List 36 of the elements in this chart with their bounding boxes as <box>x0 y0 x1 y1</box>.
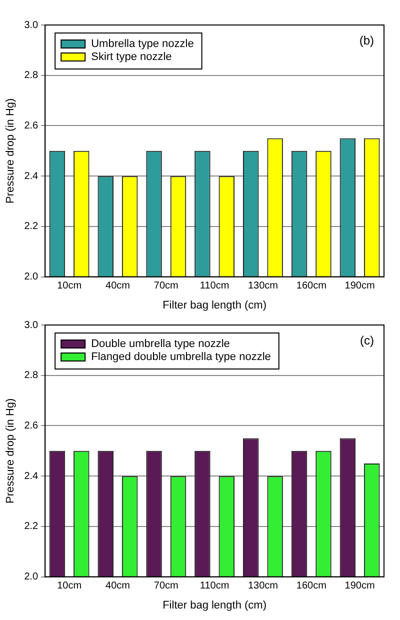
y-tick-label: 3.0 <box>24 320 39 331</box>
annotation: (c) <box>360 333 374 348</box>
y-axis-title: Pressure drop (in Hg) <box>4 398 17 504</box>
x-tick-label: 190cm <box>344 280 375 292</box>
x-axis-title: Filter bag length (cm) <box>162 599 267 612</box>
y-tick-label: 3.0 <box>24 20 39 31</box>
y-tick-label: 2.2 <box>24 221 39 232</box>
y-tick-label: 2.6 <box>24 420 39 432</box>
x-tick-label: 40cm <box>105 280 130 292</box>
legend-label: Flanged double umbrella type nozzle <box>91 351 271 364</box>
x-tick-label: 130cm <box>248 580 278 592</box>
annotation: (b) <box>359 33 374 48</box>
y-tick-label: 2.0 <box>24 572 39 583</box>
x-tick-label: 110cm <box>200 580 230 592</box>
x-tick-label: 160cm <box>296 580 326 592</box>
x-tick-label: 10cm <box>57 580 82 592</box>
legend-label: Skirt type nozzle <box>91 51 172 64</box>
x-tick-label: 160cm <box>296 280 326 292</box>
x-tick-label: 70cm <box>154 580 178 592</box>
x-tick-label: 40cm <box>105 580 130 592</box>
x-tick-label: 130cm <box>248 280 278 292</box>
x-tick-label: 110cm <box>200 280 230 292</box>
x-axis-title: Filter bag length (cm) <box>162 299 267 312</box>
y-tick-label: 2.8 <box>24 70 39 82</box>
x-tick-label: 190cm <box>344 580 375 592</box>
y-tick-label: 2.8 <box>24 370 39 382</box>
y-tick-label: 2.4 <box>24 470 39 482</box>
y-tick-label: 2.2 <box>24 521 39 532</box>
y-axis-title: Pressure drop (in Hg) <box>4 98 17 204</box>
y-tick-label: 2.0 <box>24 272 39 283</box>
x-tick-label: 70cm <box>154 280 178 292</box>
x-tick-label: 10cm <box>57 280 82 292</box>
y-tick-label: 2.6 <box>24 120 39 132</box>
y-tick-label: 2.4 <box>24 170 39 182</box>
legend-label: Double umbrella type nozzle <box>91 338 230 350</box>
legend-label: Umbrella type nozzle <box>91 38 194 50</box>
